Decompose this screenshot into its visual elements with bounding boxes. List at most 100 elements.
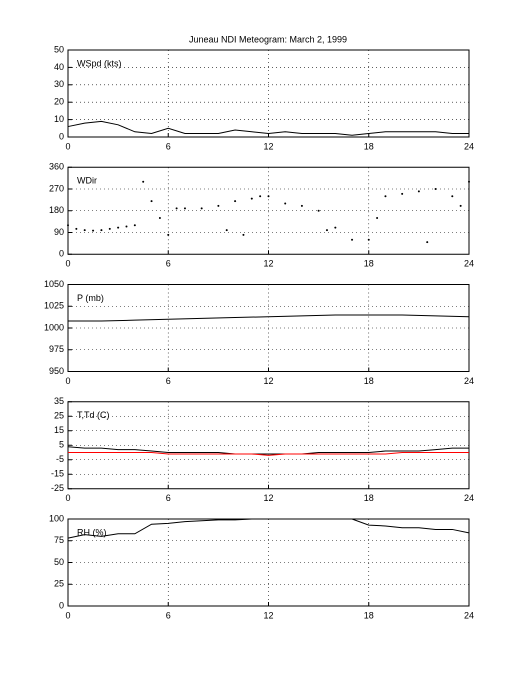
x-tick-label: 24: [464, 610, 474, 620]
x-tick-label: 24: [464, 259, 474, 269]
plot-border: [67, 401, 470, 490]
y-tick-label: 1050: [44, 279, 64, 289]
x-tick-label: 6: [166, 610, 171, 620]
data-point: [367, 238, 370, 241]
data-line: [67, 518, 470, 539]
x-tick-label: 0: [65, 259, 70, 269]
y-tick-label: 0: [59, 131, 64, 141]
y-tick-label: 40: [54, 62, 64, 72]
y-tick-label: 25: [54, 579, 64, 589]
data-point: [284, 202, 287, 205]
data-point: [125, 225, 128, 228]
data-point: [133, 224, 136, 227]
data-point: [242, 233, 245, 236]
y-tick-label: 50: [54, 44, 64, 54]
y-tick-label: 1025: [44, 301, 64, 311]
x-tick-label: 12: [263, 376, 273, 386]
data-point: [459, 204, 462, 207]
x-tick-label: 6: [166, 259, 171, 269]
y-tick-label: -25: [51, 483, 64, 493]
x-tick-label: 12: [263, 493, 273, 503]
data-point: [167, 233, 170, 236]
x-tick-label: 0: [65, 376, 70, 386]
x-tick-label: 18: [364, 493, 374, 503]
plot-border: [67, 284, 470, 372]
data-point: [234, 200, 237, 203]
x-tick-label: 6: [166, 141, 171, 151]
data-point: [158, 217, 161, 219]
data-point: [325, 229, 328, 232]
y-tick-label: 30: [54, 79, 64, 89]
x-tick-label: 0: [65, 141, 70, 151]
x-tick-label: 24: [464, 376, 474, 386]
y-tick-label: 90: [54, 227, 64, 237]
panel-label: T,Td (C): [77, 410, 110, 420]
x-tick-label: 6: [166, 493, 171, 503]
data-point: [217, 204, 220, 207]
panel-label: WDir: [77, 176, 97, 186]
y-tick-label: 25: [54, 411, 64, 421]
x-tick-label: 0: [65, 493, 70, 503]
y-tick-label: 50: [54, 557, 64, 567]
plot-border: [67, 166, 470, 255]
panel-label: P (mb): [77, 293, 104, 303]
x-tick-label: 12: [263, 259, 273, 269]
chart-title: Juneau NDI Meteogram: March 2, 1999: [189, 34, 347, 44]
data-point: [259, 195, 262, 198]
data-point: [267, 195, 270, 198]
data-point: [334, 226, 337, 229]
y-tick-label: 15: [54, 425, 64, 435]
data-point: [108, 227, 111, 230]
data-point: [117, 226, 120, 229]
data-point: [92, 229, 95, 232]
x-tick-label: 18: [364, 141, 374, 151]
y-tick-label: 35: [54, 396, 64, 406]
data-point: [376, 217, 379, 219]
y-tick-label: 0: [59, 249, 64, 259]
y-tick-label: 5: [59, 440, 64, 450]
data-point: [225, 229, 228, 232]
x-tick-label: 0: [65, 610, 70, 620]
y-tick-label: 950: [49, 366, 64, 376]
plot-border: [67, 49, 470, 138]
data-point: [175, 207, 178, 210]
y-tick-label: 180: [49, 205, 64, 215]
x-tick-label: 6: [166, 376, 171, 386]
data-point: [100, 229, 103, 232]
data-point: [351, 238, 354, 241]
data-point: [300, 204, 303, 207]
y-tick-label: 0: [59, 600, 64, 610]
data-point: [200, 207, 203, 210]
data-point: [468, 180, 470, 183]
data-point: [67, 224, 69, 227]
y-tick-label: -5: [56, 454, 64, 464]
y-tick-label: 75: [54, 535, 64, 545]
x-tick-label: 24: [464, 493, 474, 503]
data-point: [142, 180, 145, 183]
y-tick-label: -15: [51, 469, 64, 479]
x-tick-label: 12: [263, 141, 273, 151]
plot-frame: [68, 50, 469, 137]
y-tick-label: 975: [49, 344, 64, 354]
data-line: [67, 446, 469, 455]
y-tick-label: 360: [49, 162, 64, 172]
x-tick-label: 18: [364, 259, 374, 269]
data-point: [417, 190, 420, 193]
y-tick-label: 20: [54, 97, 64, 107]
data-point: [250, 197, 253, 200]
x-tick-label: 18: [364, 376, 374, 386]
data-point: [75, 227, 78, 230]
y-tick-label: 100: [49, 513, 64, 523]
data-line: [68, 452, 469, 456]
data-point: [384, 195, 387, 198]
y-tick-label: 1000: [44, 322, 64, 332]
x-tick-label: 24: [464, 141, 474, 151]
data-point: [183, 207, 186, 210]
data-line: [68, 314, 470, 322]
x-tick-label: 18: [364, 610, 374, 620]
data-line: [67, 120, 469, 136]
data-point: [434, 188, 437, 190]
data-point: [451, 195, 454, 198]
